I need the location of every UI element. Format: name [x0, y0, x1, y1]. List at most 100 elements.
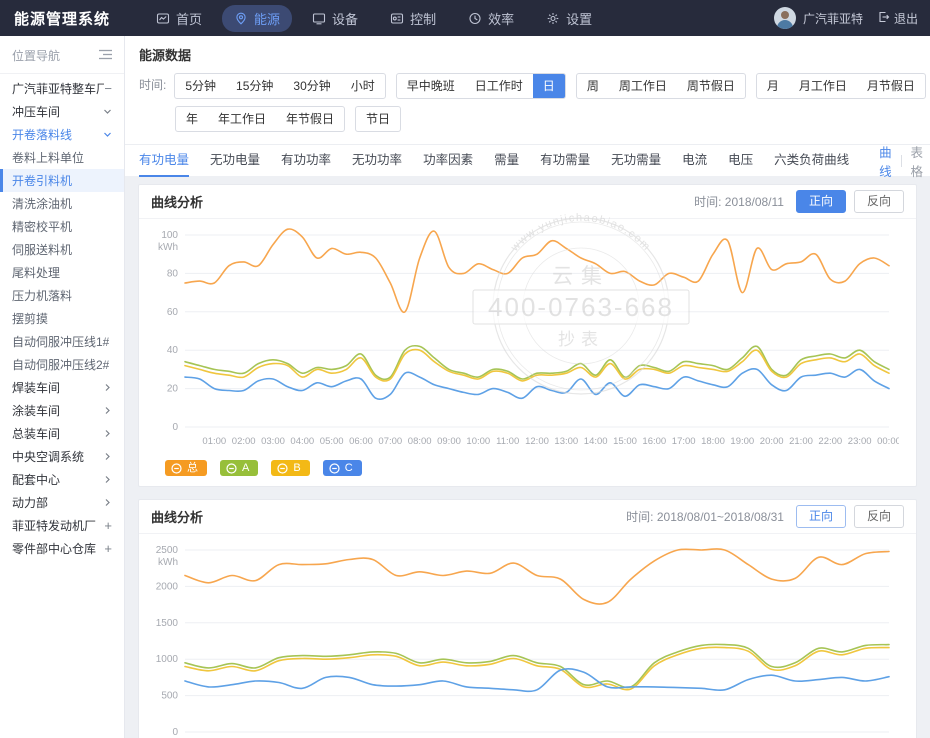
sidebar-item-label: 伺服送料机 — [12, 243, 73, 257]
sidebar-item[interactable]: 伺服送料机 — [0, 238, 124, 261]
time-filter-row-2: 年 年工作日 年节假日 节日 — [139, 106, 916, 132]
reverse-button[interactable]: 反向 — [853, 505, 904, 528]
view-curve[interactable]: 曲线 — [879, 145, 892, 179]
svg-text:22:00: 22:00 — [818, 436, 842, 447]
sidebar-item[interactable]: 自动伺服冲压线2# — [0, 353, 124, 376]
svg-text:16:00: 16:00 — [642, 436, 666, 447]
tabs-list: 有功电量 无功电量 有功功率 无功功率 功率因素 需量 有功需量 无功需量 电流 电压 六类负荷曲线 — [139, 145, 870, 177]
sidebar-item[interactable]: 广汽菲亚特整车厂 − — [0, 77, 124, 100]
view-table[interactable]: 表格 — [910, 145, 923, 179]
svg-text:10:00: 10:00 — [466, 436, 490, 447]
reverse-button[interactable]: 反向 — [853, 190, 904, 213]
forward-button[interactable]: 正向 — [795, 505, 846, 528]
filter-option[interactable]: 早中晚班 — [406, 79, 455, 93]
sidebar-item[interactable]: 精密校平机 — [0, 215, 124, 238]
filter-option[interactable]: 月 — [766, 79, 779, 93]
filter-option[interactable]: 周工作日 — [618, 79, 667, 93]
sidebar-header: 位置导航 — [0, 36, 124, 74]
svg-text:13:00: 13:00 — [554, 436, 578, 447]
legend-badge[interactable]: C — [322, 460, 362, 476]
sidebar-item-label: 摆剪摸 — [12, 312, 49, 326]
nav-item-label: 效率 — [488, 11, 515, 27]
sidebar-item[interactable]: 压力机落料 — [0, 284, 124, 307]
user-avatar[interactable] — [773, 7, 796, 29]
nav-item-settings[interactable]: 设置 — [534, 5, 604, 32]
filter-option[interactable]: 15分钟 — [236, 79, 274, 93]
sidebar-item-label: 中央空调系统 — [12, 450, 85, 464]
filter-option[interactable]: 月节假日 — [866, 79, 915, 93]
nav-item-energy[interactable]: 能源 — [222, 4, 293, 32]
sidebar-item[interactable]: 开卷引料机 — [0, 169, 124, 192]
sidebar-item[interactable]: 总装车间 — [0, 422, 124, 445]
tab-metric-7[interactable]: 无功需量 — [611, 152, 662, 167]
sidebar-item[interactable]: 自动伺服冲压线1# — [0, 330, 124, 353]
sidebar-item[interactable]: 配套中心 — [0, 468, 124, 491]
filter-option[interactable]: 小时 — [350, 79, 375, 93]
svg-text:14:00: 14:00 — [584, 436, 608, 447]
sidebar-item-label: 菲亚特发动机厂 — [12, 519, 97, 533]
chart-body: 05001000150020002500kWh08.0108.0208.0308… — [139, 534, 916, 738]
sidebar-item[interactable]: 卷料上料单位 — [0, 146, 124, 169]
tab-metric-1[interactable]: 无功电量 — [210, 152, 261, 167]
tab-metric-9[interactable]: 电压 — [728, 152, 754, 167]
filter-option[interactable]: 5分钟 — [185, 79, 217, 93]
svg-text:80: 80 — [167, 268, 179, 279]
filter-option[interactable]: 日 — [532, 74, 565, 98]
filter-option[interactable]: 30分钟 — [293, 79, 331, 93]
legend-badge[interactable]: 总 — [165, 460, 207, 476]
sidebar-item-label: 卷料上料单位 — [12, 151, 85, 165]
tab-metric-8[interactable]: 电流 — [682, 152, 708, 167]
filter-option[interactable]: 年工作日 — [218, 112, 267, 126]
filter-option[interactable]: 年 — [186, 112, 199, 126]
efficiency-icon — [468, 12, 482, 25]
filter-option[interactable]: 日工作时 — [474, 79, 523, 93]
sidebar-item[interactable]: 涂装车间 — [0, 399, 124, 422]
sidebar-item-label: 零件部中心仓库 — [12, 542, 97, 556]
panel-title: 能源数据 — [139, 48, 192, 63]
filter-option[interactable]: 周 — [586, 79, 599, 93]
nav-item-label: 控制 — [410, 11, 437, 27]
forward-button[interactable]: 正向 — [795, 190, 846, 213]
filter-option[interactable]: 年节假日 — [286, 112, 335, 126]
filter-option[interactable]: 月工作日 — [798, 79, 847, 93]
svg-text:07:00: 07:00 — [378, 436, 402, 447]
sidebar-item[interactable]: 尾料处理 — [0, 261, 124, 284]
svg-text:05:00: 05:00 — [320, 436, 344, 447]
logout-button[interactable]: 退出 — [878, 10, 918, 27]
logout-icon — [878, 11, 890, 26]
sidebar-item[interactable]: 动力部 — [0, 491, 124, 514]
sidebar-item[interactable]: 零件部中心仓库 + — [0, 537, 124, 560]
tab-metric-2[interactable]: 有功功率 — [281, 152, 332, 167]
nav-item-home[interactable]: 首页 — [144, 5, 214, 32]
svg-text:60: 60 — [167, 307, 179, 318]
svg-text:1000: 1000 — [156, 654, 179, 665]
nav-item-device[interactable]: 设备 — [300, 5, 370, 32]
time-filter-groups-2: 年 年工作日 年节假日 节日 — [175, 106, 411, 132]
charts-area: 曲线分析 时间: 2018/08/11 正向 反向 0 20 40 60 80 100 kW… — [125, 176, 930, 738]
sidebar-item[interactable]: 冲压车间 — [0, 100, 124, 123]
sidebar-item[interactable]: 开卷落料线 — [0, 123, 124, 146]
tab-metric-5[interactable]: 需量 — [494, 152, 520, 167]
sidebar-item[interactable]: 摆剪摸 — [0, 307, 124, 330]
sidebar-item-label: 开卷引料机 — [12, 174, 73, 188]
sidebar-item[interactable]: 焊装车间 — [0, 376, 124, 399]
filter-option[interactable]: 节日 — [366, 112, 391, 126]
user-name[interactable]: 广汽菲亚特 — [802, 11, 863, 26]
filter-option[interactable]: 周节假日 — [686, 79, 735, 93]
sidebar-item[interactable]: 清洗涂油机 — [0, 192, 124, 215]
svg-text:kWh: kWh — [158, 557, 178, 568]
tree-collapse-icon[interactable] — [99, 49, 112, 63]
sidebar-item-label: 配套中心 — [12, 473, 61, 487]
legend-badge[interactable]: A — [220, 460, 259, 476]
tab-metric-6[interactable]: 有功需量 — [540, 152, 591, 167]
tab-metric-4[interactable]: 功率因素 — [423, 152, 474, 167]
tab-metric-0[interactable]: 有功电量 — [139, 145, 190, 177]
tab-metric-3[interactable]: 无功功率 — [352, 152, 403, 167]
sidebar-item[interactable]: 菲亚特发动机厂 + — [0, 514, 124, 537]
tab-metric-10[interactable]: 六类负荷曲线 — [774, 152, 850, 167]
nav-item-control[interactable]: 控制 — [378, 5, 448, 32]
sidebar-item[interactable]: 中央空调系统 — [0, 445, 124, 468]
nav-item-efficiency[interactable]: 效率 — [456, 5, 526, 32]
legend-badge[interactable]: B — [271, 460, 310, 476]
down-icon — [103, 130, 112, 139]
